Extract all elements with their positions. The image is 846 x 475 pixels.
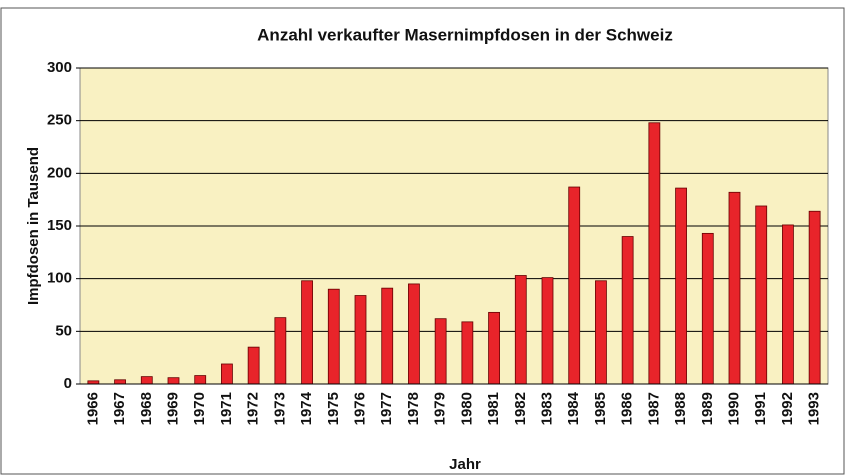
bar <box>461 321 474 385</box>
bar <box>381 287 394 385</box>
bar <box>568 186 581 385</box>
bar <box>621 236 634 385</box>
x-tick-label: 1984 <box>565 391 582 425</box>
bar <box>595 280 607 385</box>
x-tick-label: 1975 <box>325 392 342 425</box>
x-tick-label: 1992 <box>779 392 796 425</box>
x-tick-label: 1978 <box>405 392 422 425</box>
bar <box>167 377 180 385</box>
x-tick-label: 1976 <box>351 392 368 425</box>
bar <box>782 224 794 385</box>
x-tick-label: 1983 <box>538 392 555 425</box>
x-tick-label: 1970 <box>191 392 208 425</box>
x-tick-label: 1968 <box>138 392 155 425</box>
y-tick-label: 250 <box>47 112 72 129</box>
x-tick-label: 1991 <box>752 392 769 425</box>
bar <box>221 363 233 385</box>
x-tick-label: 1967 <box>111 392 128 425</box>
y-axis-label: Impfdosen in Tausend <box>25 147 42 305</box>
bar <box>247 346 260 385</box>
y-tick-label: 50 <box>55 322 72 339</box>
y-tick-label: 0 <box>64 375 72 392</box>
bar <box>648 122 661 385</box>
x-tick-label: 1981 <box>485 392 502 425</box>
x-tick-label: 1974 <box>298 391 315 425</box>
bar <box>675 187 687 385</box>
bar <box>488 311 500 385</box>
x-tick-label: 1973 <box>271 392 288 425</box>
bar <box>701 232 714 385</box>
bar <box>194 375 207 385</box>
x-tick-label: 1980 <box>458 392 475 425</box>
x-tick-label: 1987 <box>645 392 662 425</box>
y-tick-label: 300 <box>47 59 72 76</box>
y-tick-label: 150 <box>47 217 72 234</box>
bar <box>541 277 554 385</box>
bar <box>114 379 126 385</box>
y-tick-label: 200 <box>47 164 72 181</box>
x-tick-label: 1990 <box>725 392 742 425</box>
x-tick-label: 1988 <box>672 392 689 425</box>
bar <box>301 280 313 385</box>
x-axis-label: Jahr <box>449 456 481 473</box>
bar <box>755 205 768 385</box>
chart-title: Anzahl verkaufter Masernimpfdosen in der… <box>257 25 673 44</box>
x-tick-label: 1985 <box>592 392 609 425</box>
bar <box>408 283 420 385</box>
bar <box>140 376 153 385</box>
x-tick-label: 1966 <box>84 392 101 425</box>
x-tick-label: 1972 <box>245 392 262 425</box>
bar <box>434 318 447 385</box>
x-tick-label: 1971 <box>218 392 235 425</box>
x-tick-label: 1993 <box>806 392 823 425</box>
bar <box>514 275 527 385</box>
x-tick-label: 1969 <box>164 392 181 425</box>
bar <box>808 210 821 385</box>
x-tick-label: 1979 <box>432 392 449 425</box>
bar <box>274 317 287 385</box>
bar <box>728 191 741 385</box>
x-tick-label: 1989 <box>699 392 716 425</box>
x-tick-label: 1986 <box>619 392 636 425</box>
x-tick-label: 1982 <box>512 392 529 425</box>
y-tick-label: 100 <box>47 270 72 287</box>
bar <box>327 288 340 385</box>
x-tick-label: 1977 <box>378 392 395 425</box>
bar <box>354 295 367 385</box>
